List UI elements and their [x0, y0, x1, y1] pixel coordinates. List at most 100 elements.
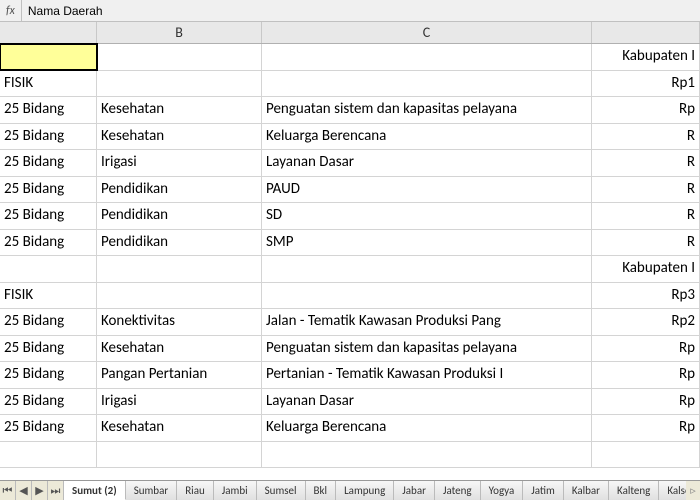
cell[interactable]	[262, 44, 592, 70]
cell[interactable]: Pangan Pertanian	[97, 362, 262, 388]
cell[interactable]: 25 Bidang	[0, 230, 97, 256]
cell[interactable]: Pertanian - Tematik Kawasan Produksi I	[262, 362, 592, 388]
sheet-tab[interactable]: Jatim	[523, 481, 564, 500]
cell[interactable]: Kesehatan	[97, 415, 262, 441]
sheet-tab[interactable]: Jateng	[435, 481, 481, 500]
cell[interactable]	[0, 44, 97, 70]
cell[interactable]: 25 Bidang	[0, 124, 97, 150]
table-row: 25 BidangKesehatanPenguatan sistem dan k…	[0, 97, 700, 124]
cell[interactable]: R	[592, 230, 700, 256]
spreadsheet-grid[interactable]: Kabupaten IFISIKRp125 BidangKesehatanPen…	[0, 44, 700, 468]
cell[interactable]	[97, 442, 262, 468]
cell[interactable]	[97, 256, 262, 282]
sheet-tab[interactable]: Kalsel	[659, 481, 686, 500]
table-row: 25 BidangIrigasiLayanan DasarRp	[0, 389, 700, 416]
cell[interactable]: SD	[262, 203, 592, 229]
cell[interactable]	[592, 442, 700, 468]
cell[interactable]: Pendidikan	[97, 230, 262, 256]
col-header-d[interactable]	[592, 22, 700, 43]
cell[interactable]: SMP	[262, 230, 592, 256]
sheet-tab[interactable]: Jambi	[214, 481, 257, 500]
cell[interactable]: Pendidikan	[97, 177, 262, 203]
cell[interactable]: FISIK	[0, 283, 97, 309]
cell[interactable]: Rp	[592, 415, 700, 441]
tab-nav-first-icon[interactable]: ⏮	[0, 481, 16, 500]
cell[interactable]: 25 Bidang	[0, 177, 97, 203]
cell[interactable]: 25 Bidang	[0, 415, 97, 441]
cell[interactable]: Penguatan sistem dan kapasitas pelayana	[262, 336, 592, 362]
cell[interactable]: 25 Bidang	[0, 203, 97, 229]
table-row: 25 BidangPendidikanSDR	[0, 203, 700, 230]
table-row: FISIK Rp1	[0, 71, 700, 98]
cell[interactable]: 25 Bidang	[0, 150, 97, 176]
sheet-tab[interactable]: Kalteng	[609, 481, 659, 500]
table-row: 25 BidangIrigasiLayanan DasarR	[0, 150, 700, 177]
cell[interactable]: Kesehatan	[97, 336, 262, 362]
sheet-tab[interactable]: Jabar	[394, 481, 435, 500]
sheet-tab[interactable]: Sumsel	[257, 481, 306, 500]
cell[interactable]: Kesehatan	[97, 97, 262, 123]
tab-scroll-indicator-icon: ▹	[686, 481, 700, 500]
sheet-tab[interactable]: Lampung	[336, 481, 394, 500]
cell[interactable]: Rp	[592, 362, 700, 388]
tab-nav-last-icon[interactable]: ⏭	[48, 481, 64, 500]
table-row: 25 BidangPendidikanSMPR	[0, 230, 700, 257]
formula-bar: fx	[0, 0, 700, 22]
sheet-tab[interactable]: Kalbar	[564, 481, 609, 500]
cell[interactable]: Keluarga Berencana	[262, 415, 592, 441]
cell[interactable]: Rp3	[592, 283, 700, 309]
cell[interactable]: Rp2	[592, 309, 700, 335]
cell[interactable]: Pendidikan	[97, 203, 262, 229]
column-headers: B C	[0, 22, 700, 44]
cell[interactable]	[97, 71, 262, 97]
cell[interactable]: Irigasi	[97, 150, 262, 176]
cell[interactable]: 25 Bidang	[0, 97, 97, 123]
cell[interactable]: Rp	[592, 336, 700, 362]
cell[interactable]: 25 Bidang	[0, 336, 97, 362]
cell[interactable]: Rp	[592, 389, 700, 415]
cell[interactable]: Layanan Dasar	[262, 150, 592, 176]
cell[interactable]: 25 Bidang	[0, 362, 97, 388]
cell[interactable]	[0, 442, 97, 468]
col-header-c[interactable]: C	[262, 22, 592, 43]
cell[interactable]: Rp1	[592, 71, 700, 97]
cell[interactable]: Kabupaten I	[592, 256, 700, 282]
cell[interactable]	[262, 71, 592, 97]
tab-nav-prev-icon[interactable]: ◀	[16, 481, 32, 500]
cell[interactable]: FISIK	[0, 71, 97, 97]
sheet-tab[interactable]: Sumut (2)	[64, 481, 126, 500]
cell[interactable]: Penguatan sistem dan kapasitas pelayana	[262, 97, 592, 123]
table-row: 25 BidangPangan PertanianPertanian - Tem…	[0, 362, 700, 389]
cell[interactable]: Irigasi	[97, 389, 262, 415]
cell[interactable]: R	[592, 203, 700, 229]
cell[interactable]: 25 Bidang	[0, 309, 97, 335]
cell[interactable]: R	[592, 150, 700, 176]
cell[interactable]: Layanan Dasar	[262, 389, 592, 415]
cell[interactable]: R	[592, 177, 700, 203]
cell[interactable]	[97, 283, 262, 309]
col-header-b[interactable]: B	[97, 22, 262, 43]
cell[interactable]: Rp	[592, 97, 700, 123]
cell[interactable]: 25 Bidang	[0, 389, 97, 415]
cell[interactable]	[97, 44, 262, 70]
cell[interactable]: Jalan - Tematik Kawasan Produksi Pang	[262, 309, 592, 335]
cell[interactable]: Kabupaten I	[592, 44, 700, 70]
sheet-tab[interactable]: Riau	[177, 481, 214, 500]
cell[interactable]	[262, 256, 592, 282]
cell[interactable]: Konektivitas	[97, 309, 262, 335]
col-header-a[interactable]	[0, 22, 97, 43]
sheet-tab[interactable]: Yogya	[481, 481, 524, 500]
table-row: 25 BidangKesehatanPenguatan sistem dan k…	[0, 336, 700, 363]
formula-input[interactable]	[22, 4, 700, 18]
cell[interactable]	[262, 442, 592, 468]
tab-nav-next-icon[interactable]: ▶	[32, 481, 48, 500]
cell[interactable]	[0, 256, 97, 282]
cell[interactable]: PAUD	[262, 177, 592, 203]
cell[interactable]: R	[592, 124, 700, 150]
sheet-tab[interactable]: Bkl	[306, 481, 337, 500]
sheet-tab[interactable]: Sumbar	[126, 481, 178, 500]
cell[interactable]: Kesehatan	[97, 124, 262, 150]
table-row: FISIK Rp3	[0, 283, 700, 310]
cell[interactable]: Keluarga Berencana	[262, 124, 592, 150]
cell[interactable]	[262, 283, 592, 309]
